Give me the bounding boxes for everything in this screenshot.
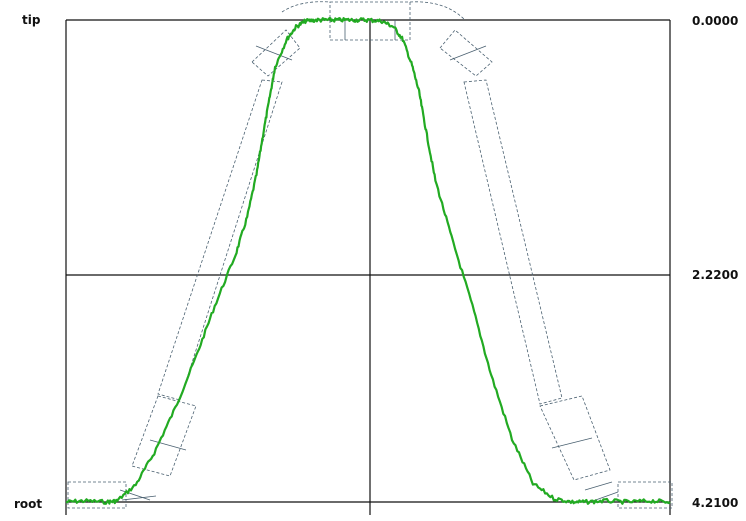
tick <box>149 439 187 451</box>
root-box-left <box>67 481 127 509</box>
tick <box>551 437 593 449</box>
root-label: root <box>14 497 42 511</box>
flank-box-lower-left <box>131 395 197 477</box>
y-tick-labels: 0.0000 2.2200 4.2100 <box>692 14 738 510</box>
tip-arc-left <box>281 1 331 13</box>
flank-box-upper-right <box>439 29 493 77</box>
y-tick-label: 2.2200 <box>692 268 738 282</box>
flank-box-lower-right <box>539 395 611 481</box>
y-tick-label: 0.0000 <box>692 14 738 28</box>
root-box-right <box>617 481 673 509</box>
grid-lines <box>65 19 671 515</box>
tick <box>449 45 487 61</box>
tip-label: tip <box>22 13 41 27</box>
tip-arc-right <box>409 1 466 21</box>
flank-band-left <box>157 79 283 401</box>
flank-band-right <box>463 79 563 405</box>
profile-curve <box>65 17 671 505</box>
tick <box>584 481 613 491</box>
flank-box-upper-left <box>251 29 301 77</box>
tick <box>121 495 157 501</box>
y-tick-label: 4.2100 <box>692 496 738 510</box>
tip-box <box>329 1 411 41</box>
tick <box>255 45 293 61</box>
